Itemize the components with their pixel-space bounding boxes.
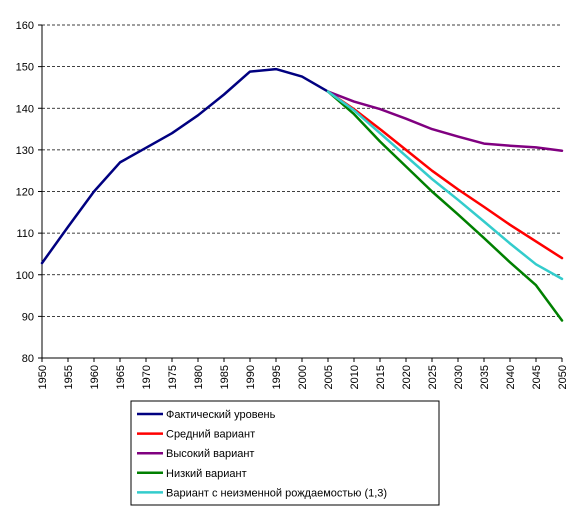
x-tick-label: 2050 <box>557 365 569 389</box>
legend-label: Вариант с неизменной рождаемостью (1,3) <box>166 487 387 499</box>
x-tick-label: 2040 <box>505 365 517 389</box>
x-tick-label: 1970 <box>141 365 153 389</box>
x-tick-label: 1985 <box>219 365 231 389</box>
series-line-3 <box>326 90 564 322</box>
grid-lines <box>42 24 562 317</box>
x-tick-label: 2010 <box>349 365 361 389</box>
y-tick-label: 150 <box>16 62 34 74</box>
x-tick-label: 2035 <box>479 365 491 389</box>
x-tick-label: 2015 <box>375 365 387 389</box>
y-tick-label: 90 <box>22 311 34 323</box>
x-tick-label: 1990 <box>245 365 257 389</box>
x-tick-label: 2020 <box>401 365 413 389</box>
y-axis-ticks: 80 90 100 110 120 130 140 150 160 <box>16 20 42 365</box>
x-tick-label: 1955 <box>63 365 75 389</box>
x-tick-label: 2000 <box>297 365 309 389</box>
y-tick-label: 100 <box>16 270 34 282</box>
series-line-1 <box>326 90 564 260</box>
legend-label: Высокий вариант <box>166 448 254 460</box>
y-tick-label: 80 <box>22 353 34 365</box>
legend-box <box>130 400 440 506</box>
y-tick-label: 160 <box>16 20 34 32</box>
x-tick-label: 2005 <box>323 365 335 389</box>
y-tick-label: 110 <box>16 228 34 240</box>
y-tick-label: 130 <box>16 145 34 157</box>
x-tick-label: 1975 <box>167 365 179 389</box>
x-axis-ticks: 1950 1955 1960 1965 1970 1975 1980 1985 1990 1995… <box>37 358 569 389</box>
series-line-4 <box>326 90 564 281</box>
x-tick-label: 1980 <box>193 365 205 389</box>
legend-label: Средний вариант <box>166 429 255 441</box>
series-lines <box>40 67 564 322</box>
legend-items: Фактический уровень Средний вариант Высоки… <box>137 409 387 499</box>
x-tick-label: 1965 <box>115 365 127 389</box>
x-tick-label: 2030 <box>453 365 465 389</box>
x-tick-label: 2025 <box>427 365 439 389</box>
series-line-2 <box>326 90 564 152</box>
y-tick-label: 140 <box>16 103 34 115</box>
x-tick-label: 1995 <box>271 365 283 389</box>
x-tick-label: 1960 <box>89 365 101 389</box>
legend-label: Фактический уровень <box>166 409 276 421</box>
x-tick-label: 1950 <box>37 365 49 389</box>
legend: Фактический уровень Средний вариант Высоки… <box>130 400 440 506</box>
series-line-0 <box>40 67 330 265</box>
legend-label: Низкий вариант <box>166 468 247 480</box>
y-tick-label: 120 <box>16 187 34 199</box>
x-tick-label: 2045 <box>531 365 543 389</box>
